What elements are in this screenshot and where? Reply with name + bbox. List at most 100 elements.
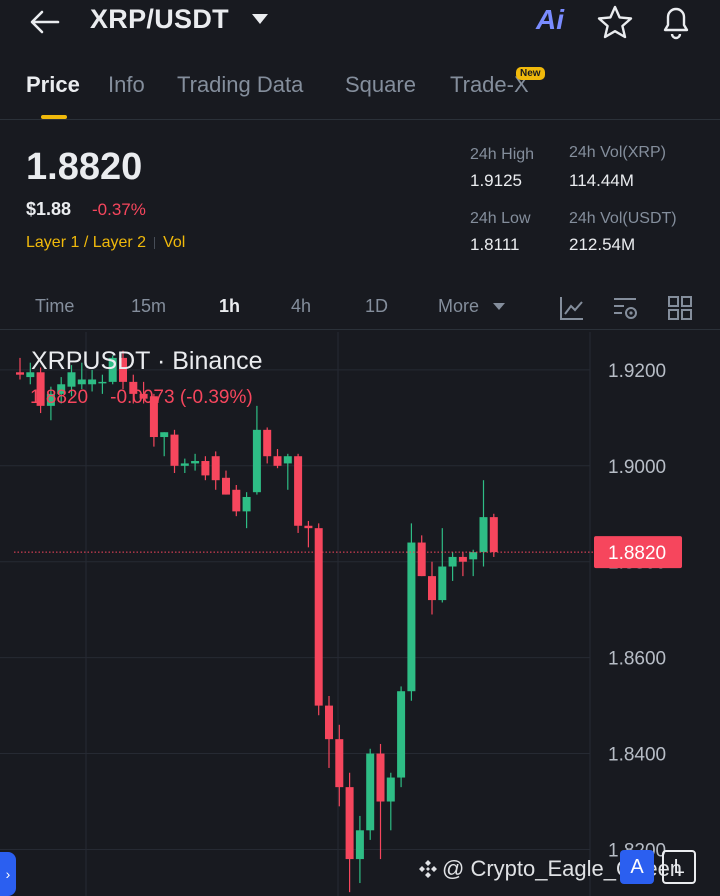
- ai-icon[interactable]: Ai: [536, 4, 564, 35]
- candle-body: [469, 552, 478, 560]
- current-price-tag: [594, 536, 682, 569]
- bell-icon[interactable]: [658, 2, 694, 40]
- candle-body: [149, 396, 158, 438]
- candle-body: [36, 372, 45, 406]
- more-caret-icon[interactable]: [493, 303, 505, 310]
- candle-body: [428, 576, 436, 601]
- interval-1d[interactable]: 1D: [365, 296, 389, 316]
- candle-body: [108, 357, 117, 382]
- candle-body: [263, 429, 272, 457]
- candle-body: [283, 456, 292, 464]
- candle-body: [222, 477, 230, 495]
- candle-body: [139, 393, 148, 399]
- side-drawer-handle[interactable]: ›: [0, 852, 16, 896]
- candle-body: [46, 393, 55, 406]
- usd-price: $1.88: [26, 199, 72, 219]
- candle-body: [26, 372, 35, 378]
- back-arrow-icon[interactable]: [28, 6, 62, 38]
- candle-body: [88, 379, 97, 385]
- candle-body: [170, 434, 179, 466]
- candle-body: [366, 753, 375, 831]
- low-value: 1.8111: [470, 235, 520, 254]
- interval-more[interactable]: More: [438, 296, 480, 316]
- auto-scale-button[interactable]: A: [620, 850, 654, 884]
- interval-time[interactable]: Time: [35, 296, 75, 316]
- tab-square[interactable]: Square: [345, 72, 416, 97]
- top-bar: XRP/USDT Ai: [0, 0, 720, 46]
- candle-body: [479, 517, 488, 553]
- caret-down-icon[interactable]: [252, 14, 268, 24]
- low-label: 24h Low: [470, 210, 531, 227]
- candle-body: [211, 456, 220, 481]
- y-tick-label: 1.8600: [608, 649, 666, 670]
- y-tick-label: 1.8400: [608, 745, 666, 766]
- ohlc-readout: 1.8820 -0.0073 (-0.39%): [30, 387, 253, 409]
- current-price-label: 1.8820: [608, 543, 666, 564]
- vol-xrp-value: 114.44M: [569, 171, 634, 190]
- tag-layer[interactable]: Layer 1 / Layer 2: [26, 234, 147, 251]
- tag-vol[interactable]: Vol: [163, 234, 186, 251]
- candle-body: [376, 753, 385, 802]
- candle-body: [129, 381, 138, 394]
- interval-bar: Time 15m 1h 4h 1D More: [0, 286, 720, 330]
- high-value: 1.9125: [470, 171, 522, 190]
- tab-trade-x[interactable]: Trade-X: [450, 72, 529, 97]
- interval-4h[interactable]: 4h: [291, 296, 312, 316]
- chart-title: XRPUSDT · Binance: [31, 347, 263, 375]
- candle-body: [180, 463, 189, 466]
- candle-body: [201, 461, 210, 476]
- candle-body: [314, 528, 323, 706]
- y-tick-label: 1.9200: [608, 361, 666, 382]
- change-percent: -0.37%: [92, 200, 146, 219]
- candle-body: [119, 357, 127, 382]
- candle-body: [242, 496, 251, 512]
- candle-body: [325, 705, 333, 740]
- candle-body: [345, 787, 354, 860]
- pair-title[interactable]: XRP/USDT: [90, 4, 229, 34]
- binance-logo-icon: [419, 860, 437, 878]
- candle-body: [252, 429, 261, 493]
- vol-usdt-value: 212.54M: [569, 235, 636, 254]
- tab-price[interactable]: Price: [26, 72, 80, 97]
- active-tab-indicator: [41, 115, 67, 119]
- candlestick-chart[interactable]: 1.92001.90001.88001.86001.84001.82001.88…: [0, 332, 720, 896]
- candle-body: [407, 542, 416, 692]
- candle-body: [232, 489, 241, 512]
- candle-body: [294, 456, 303, 526]
- high-label: 24h High: [470, 146, 535, 163]
- star-icon[interactable]: [596, 4, 634, 40]
- log-scale-button[interactable]: L: [662, 850, 696, 884]
- candle-body: [417, 542, 426, 577]
- tag-divider: [154, 236, 156, 249]
- candle-body: [355, 830, 364, 860]
- candle-body: [438, 566, 447, 601]
- candle-body: [397, 691, 406, 778]
- indicator-icon[interactable]: [558, 294, 586, 322]
- market-tabs: Price Info Trading Data Square Trade-X N…: [0, 62, 720, 120]
- candle-body: [160, 432, 169, 438]
- candle-body: [191, 461, 200, 464]
- chart-settings-icon[interactable]: [612, 294, 640, 322]
- candle-body: [458, 556, 467, 562]
- tab-trading-data[interactable]: Trading Data: [177, 72, 304, 97]
- candle-body: [489, 517, 498, 553]
- category-tags: Layer 1 / Layer 2 Vol: [26, 234, 185, 252]
- interval-1h[interactable]: 1h: [219, 296, 241, 316]
- candle-body: [16, 372, 24, 375]
- last-price: 1.8820: [26, 146, 143, 188]
- candle-body: [448, 556, 457, 567]
- ohlc-close: 1.8820: [30, 387, 89, 408]
- interval-15m[interactable]: 15m: [131, 296, 167, 316]
- candle-body: [304, 525, 313, 529]
- candle-body: [273, 456, 282, 466]
- new-badge: New: [516, 67, 545, 80]
- layout-grid-icon[interactable]: [666, 294, 694, 322]
- candle-body: [98, 381, 107, 384]
- ohlc-change: -0.0073 (-0.39%): [110, 387, 253, 408]
- candle-body: [77, 379, 86, 385]
- y-tick-label: 1.9000: [608, 457, 666, 478]
- tab-info[interactable]: Info: [108, 72, 145, 97]
- candle-body: [57, 384, 66, 394]
- vol-xrp-label: 24h Vol(XRP): [569, 144, 666, 161]
- candle-body: [335, 739, 344, 788]
